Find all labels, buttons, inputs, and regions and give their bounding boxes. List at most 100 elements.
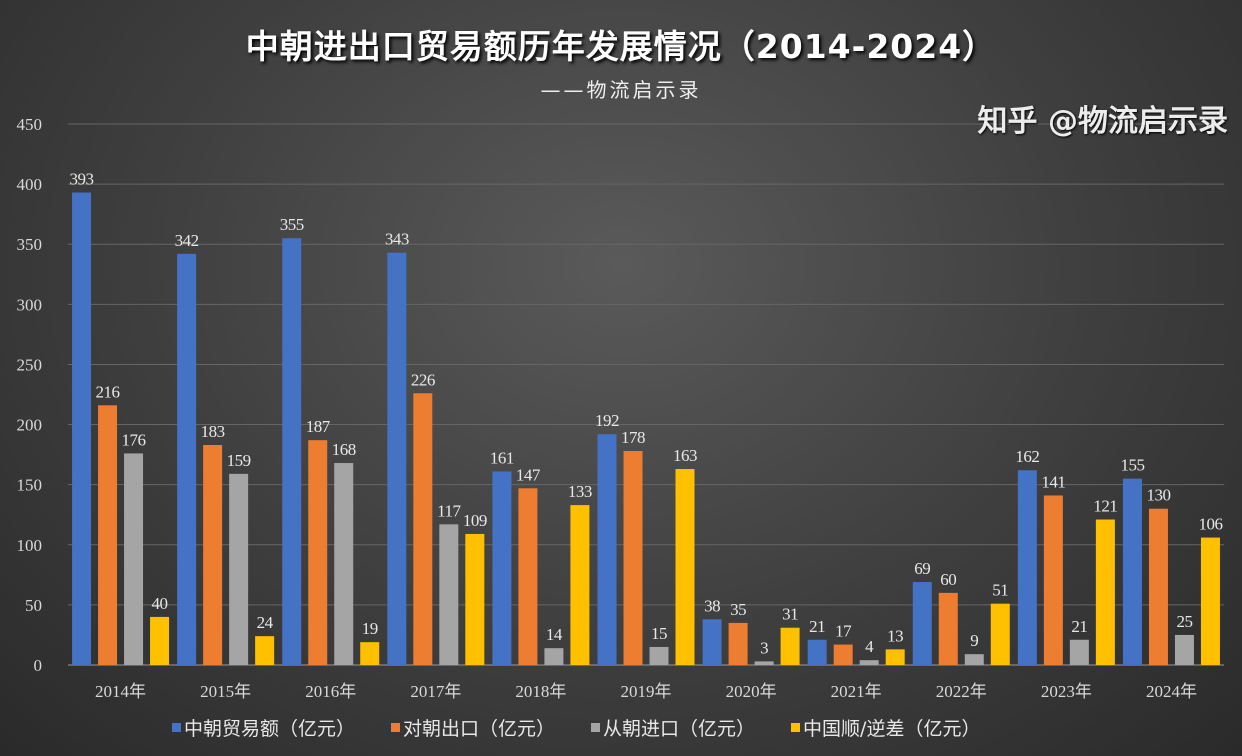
x-tick-label: 2020年: [726, 682, 777, 701]
data-label: 60: [940, 570, 956, 589]
legend-label: 中朝贸易额（亿元）: [184, 718, 356, 740]
data-label: 40: [152, 594, 168, 613]
bar: [649, 646, 669, 665]
legend-item: 中国顺/逆差（亿元）: [791, 714, 980, 741]
data-label: 162: [1015, 447, 1039, 466]
y-tick-label: 300: [17, 295, 43, 314]
x-tick-label: 2022年: [936, 682, 987, 701]
data-label: 343: [385, 230, 409, 249]
data-label: 163: [673, 446, 697, 465]
y-tick-label: 200: [17, 416, 43, 435]
bar: [229, 473, 249, 665]
data-label: 13: [887, 626, 903, 645]
bar: [203, 444, 223, 665]
data-label: 130: [1146, 486, 1170, 505]
data-label: 121: [1093, 497, 1117, 516]
bar: [1095, 519, 1115, 665]
data-label: 35: [730, 600, 746, 619]
data-label: 176: [122, 430, 146, 449]
bar: [990, 603, 1010, 665]
data-label: 31: [782, 605, 798, 624]
bar: [1148, 508, 1168, 665]
chart-title: 中朝进出口贸易额历年发展情况（2014-2024）: [245, 27, 997, 66]
bar: [255, 636, 275, 665]
data-label: 38: [704, 596, 720, 615]
data-label: 21: [809, 617, 825, 636]
bar: [859, 660, 879, 665]
data-label: 117: [437, 501, 461, 520]
x-tick-label: 2017年: [410, 682, 461, 701]
legend-item: 从朝进口（亿元）: [591, 714, 755, 741]
bar: [98, 405, 118, 665]
bar: [938, 592, 958, 665]
bar: [964, 654, 984, 665]
data-label: 21: [1071, 617, 1087, 636]
data-label: 69: [914, 559, 930, 578]
legend-item: 中朝贸易额（亿元）: [172, 714, 355, 741]
y-tick-label: 250: [17, 355, 43, 374]
y-tick-label: 50: [25, 596, 42, 615]
bar: [675, 469, 695, 665]
bar: [1200, 537, 1220, 665]
bar: [360, 642, 380, 665]
watermark: 知乎 @物流启示录: [977, 104, 1228, 139]
data-label: 14: [546, 625, 563, 644]
bar: [754, 661, 774, 665]
data-label: 187: [306, 417, 331, 436]
bar: [1174, 634, 1194, 665]
data-label: 133: [568, 482, 592, 501]
data-label: 51: [992, 581, 1008, 600]
legend-swatch: [172, 723, 181, 732]
x-tick-label: 2014年: [95, 682, 146, 701]
bar: [150, 616, 170, 665]
legend-label: 中国顺/逆差（亿元）: [803, 718, 981, 740]
legend-label: 对朝出口（亿元）: [403, 718, 556, 740]
data-label: 183: [201, 422, 225, 441]
y-tick-label: 400: [17, 175, 43, 194]
data-label: 109: [463, 511, 487, 530]
y-tick-label: 100: [17, 536, 43, 555]
bar: [807, 639, 827, 665]
data-label: 3: [760, 638, 768, 657]
bar: [728, 622, 748, 665]
bar: [912, 582, 932, 665]
bar: [833, 644, 853, 665]
bar: [282, 238, 302, 665]
bar: [1122, 478, 1142, 665]
bar: [570, 505, 590, 665]
bar: [1069, 639, 1089, 665]
data-label: 4: [865, 637, 874, 656]
data-label: 178: [621, 428, 645, 447]
bar: [72, 192, 92, 665]
data-label: 141: [1041, 472, 1065, 491]
data-label: 159: [227, 451, 251, 470]
bar: [1043, 495, 1063, 665]
bar: [544, 648, 564, 665]
data-label: 355: [280, 215, 304, 234]
data-label: 15: [651, 624, 667, 643]
data-label: 216: [96, 382, 120, 401]
data-label: 393: [70, 170, 94, 189]
bar: [885, 649, 905, 665]
data-label: 106: [1198, 515, 1222, 534]
bar: [518, 488, 538, 665]
x-tick-label: 2018年: [515, 682, 566, 701]
data-label: 17: [835, 622, 852, 641]
data-label: 24: [257, 613, 274, 632]
legend-label: 从朝进口（亿元）: [603, 718, 756, 740]
x-tick-label: 2021年: [831, 682, 882, 701]
data-label: 226: [411, 370, 435, 389]
data-label: 19: [362, 619, 378, 638]
data-label: 147: [516, 465, 541, 484]
bar: [124, 453, 144, 665]
y-tick-label: 0: [34, 656, 43, 675]
bar: [177, 253, 197, 665]
data-label: 155: [1120, 456, 1144, 475]
y-tick-label: 350: [17, 235, 43, 254]
chart-subtitle: ——物流启示录: [540, 78, 702, 102]
bar: [439, 524, 459, 665]
bar: [780, 627, 800, 665]
data-label: 168: [332, 440, 356, 459]
bar: [387, 252, 407, 666]
